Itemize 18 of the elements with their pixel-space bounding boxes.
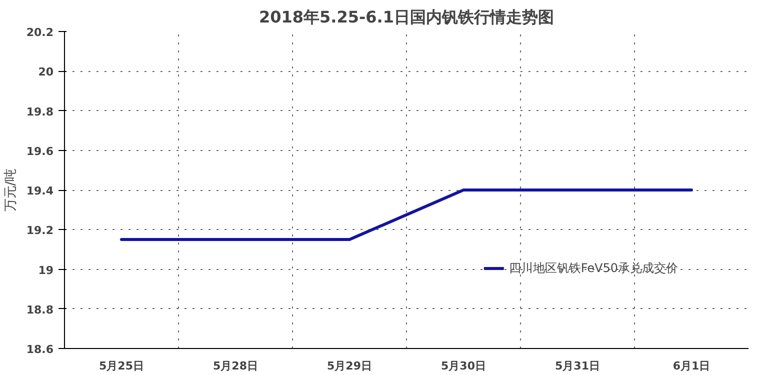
y-tick-label: 18.6: [26, 343, 54, 356]
y-tick-label: 19.8: [26, 105, 54, 118]
y-tick-label: 20: [38, 66, 54, 79]
x-tick-label: 5月29日: [327, 360, 372, 372]
y-tick-label: 19.4: [26, 184, 54, 198]
x-tick-label: 6月1日: [672, 360, 710, 372]
y-tick-label: 18.8: [26, 303, 54, 316]
x-tick-label: 5月30日: [441, 360, 486, 372]
y-tick-label: 19.2: [26, 224, 54, 238]
chart-title: 2018年5.25-6.1日国内钒铁行情走势图: [259, 8, 554, 26]
y-axis-title: 万元/吨: [3, 168, 18, 212]
x-tick-label: 5月28日: [213, 360, 258, 372]
y-tick-label: 19: [38, 264, 54, 277]
x-tick-label: 5月31日: [555, 360, 600, 372]
y-tick-label: 19.6: [26, 144, 54, 158]
y-tick-label: 20.2: [26, 26, 54, 39]
x-tick-label: 5月25日: [99, 360, 144, 372]
legend-label: 四川地区钒铁FeV50承兑成交价: [508, 260, 678, 276]
